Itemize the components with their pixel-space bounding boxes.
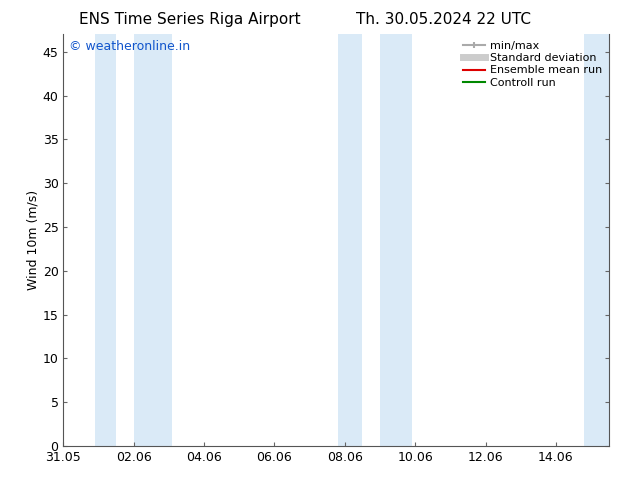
Bar <box>380 34 411 446</box>
Bar <box>338 34 363 446</box>
Legend: min/max, Standard deviation, Ensemble mean run, Controll run: min/max, Standard deviation, Ensemble me… <box>460 38 605 91</box>
Text: ENS Time Series Riga Airport: ENS Time Series Riga Airport <box>79 12 301 27</box>
Bar <box>134 34 172 446</box>
Bar <box>584 34 609 446</box>
Y-axis label: Wind 10m (m/s): Wind 10m (m/s) <box>27 190 40 290</box>
Text: © weatheronline.in: © weatheronline.in <box>69 41 190 53</box>
Bar <box>95 34 116 446</box>
Text: Th. 30.05.2024 22 UTC: Th. 30.05.2024 22 UTC <box>356 12 531 27</box>
